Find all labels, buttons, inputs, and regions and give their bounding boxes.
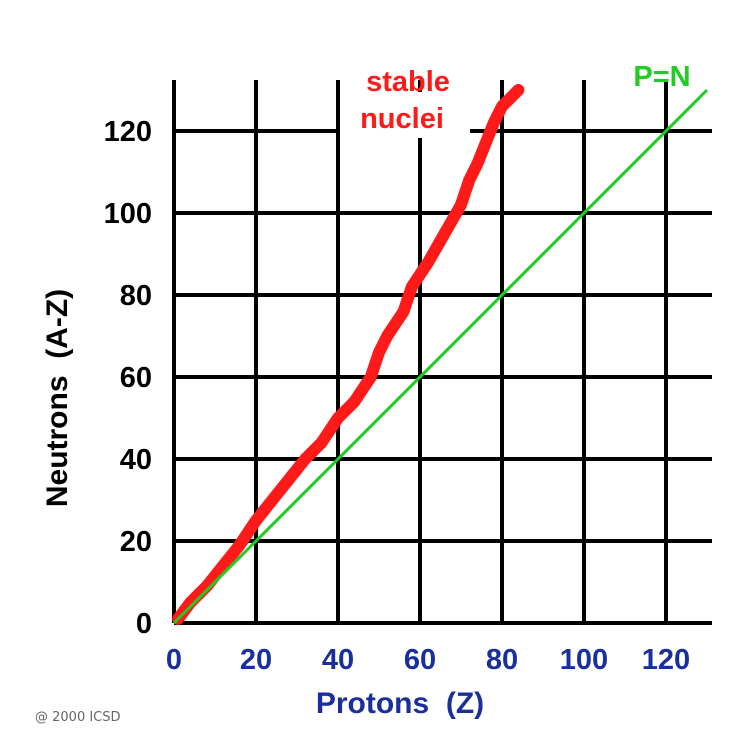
stable-nuclei-point-13: [374, 347, 384, 358]
annotation-background: [340, 92, 470, 138]
stable-nuclei-point-16: [406, 281, 417, 292]
x-tick-label-5: 100: [560, 644, 608, 676]
y-tick-label-6: 120: [104, 116, 152, 148]
x-tick-label-2: 40: [322, 644, 354, 676]
y-tick-label-0: 0: [136, 608, 152, 640]
y-tick-label-1: 20: [120, 526, 152, 558]
x-axis-label: Protons (Z): [316, 687, 484, 720]
stable-nuclei-point-4: [234, 540, 245, 551]
stable-nuclei-point-22: [480, 138, 491, 149]
x-tick-label-0: 0: [166, 644, 182, 676]
x-tick-label-6: 120: [642, 644, 690, 676]
stable-nuclei-point-18: [439, 228, 450, 239]
stable-nuclei-point-5: [251, 515, 261, 526]
y-tick-label-5: 100: [104, 198, 152, 230]
stable-nuclei-point-3: [218, 560, 229, 571]
stable-nuclei-point-24: [497, 101, 507, 112]
stable-nuclei-point-8: [300, 454, 311, 464]
y-tick-label-2: 40: [120, 444, 152, 476]
stable-nuclei-point-10: [333, 413, 343, 423]
stable-nuclei-point-23: [488, 117, 499, 128]
annotation-nuclei: nuclei: [360, 103, 444, 135]
y-tick-label-4: 80: [120, 280, 152, 312]
series-layer: [172, 84, 709, 625]
annotation-stable: stable: [366, 66, 450, 98]
tick-layer: 0 20 40 60 80 100 120 0 20 40 60 80 100 120: [104, 116, 691, 676]
stable-nuclei-point-14: [382, 331, 393, 341]
y-axis-label: Neutrons (A-Z): [41, 289, 74, 507]
copyright-notice: @ 2000 ICSD: [35, 710, 121, 725]
stable-nuclei-point-17: [423, 257, 434, 268]
stable-nuclei-point-11: [349, 396, 360, 407]
stable-nuclei-point-9: [316, 437, 327, 448]
x-tick-label-4: 80: [486, 644, 518, 676]
y-tick-label-3: 60: [120, 362, 152, 394]
stable-nuclei-point-12: [365, 372, 376, 382]
stable-nuclei-point-25: [505, 93, 516, 104]
stable-nuclei-point-15: [398, 306, 409, 317]
annotation-p-equals-n: P=N: [633, 61, 690, 93]
stable-nuclei-point-26: [513, 85, 524, 95]
grid: [172, 80, 712, 625]
stable-nuclei-point-21: [472, 158, 483, 169]
x-tick-label-3: 60: [404, 644, 436, 676]
stable-nuclei-point-6: [267, 495, 278, 505]
stable-nuclei-point-19: [456, 199, 466, 210]
stable-nuclei-point-7: [283, 474, 294, 485]
x-tick-label-1: 20: [240, 644, 272, 676]
stable-nuclei-point-20: [464, 175, 475, 186]
series-p-equals-n-line: [172, 88, 709, 625]
